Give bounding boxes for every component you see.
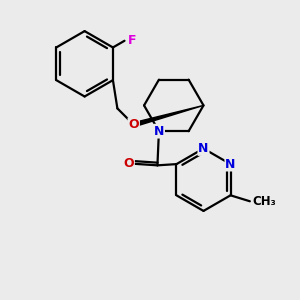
Text: N: N xyxy=(154,125,164,138)
Text: CH₃: CH₃ xyxy=(252,195,276,208)
Polygon shape xyxy=(133,105,203,127)
Text: O: O xyxy=(128,118,139,131)
Text: N: N xyxy=(225,158,236,171)
Text: F: F xyxy=(128,34,136,47)
Text: O: O xyxy=(123,158,134,170)
Text: N: N xyxy=(198,142,209,155)
